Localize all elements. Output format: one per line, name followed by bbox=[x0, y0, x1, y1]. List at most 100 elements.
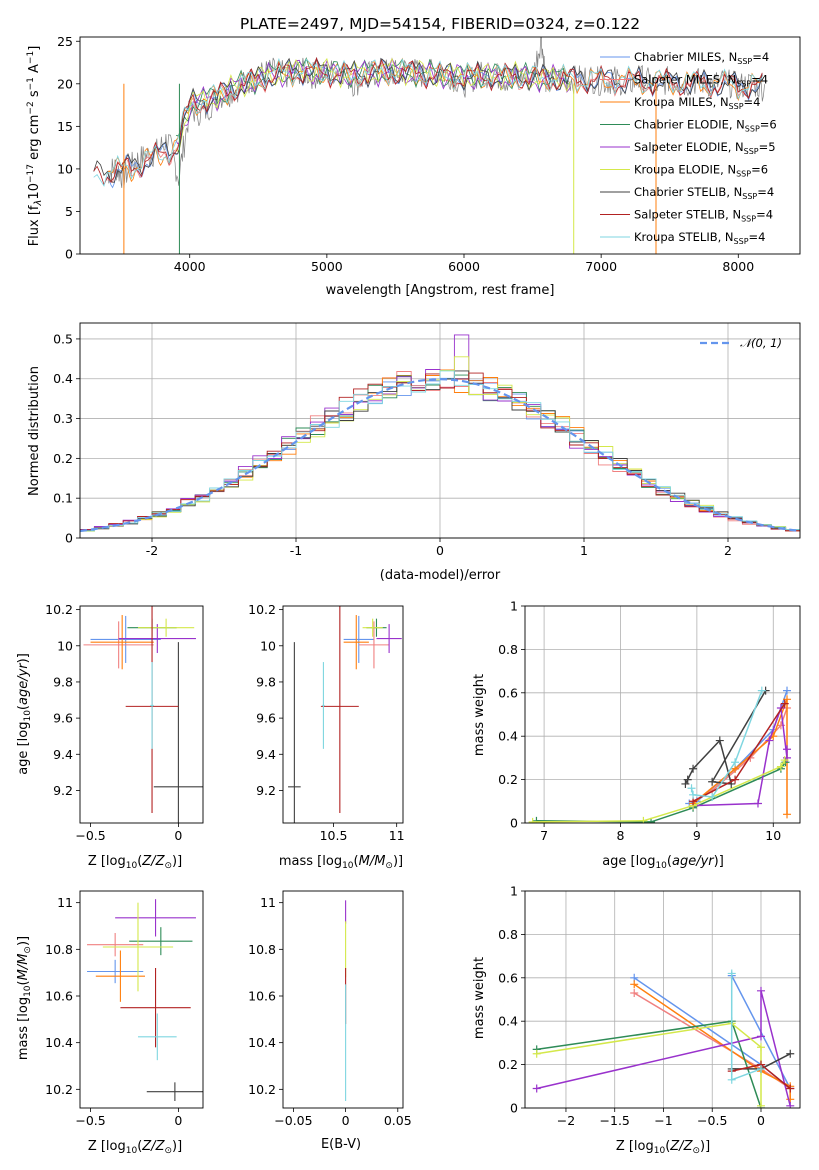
weight-point-marker bbox=[731, 758, 740, 767]
y-tick-label: 0 bbox=[510, 816, 518, 831]
x-tick-label: 10.5 bbox=[320, 828, 348, 843]
age-z-ylabel: age [log10(age/yr)] bbox=[16, 653, 33, 775]
x-tick-label: 4000 bbox=[174, 259, 206, 274]
legend-label: Chabrier STELIB, NSSP=4 bbox=[634, 185, 774, 201]
histogram-xlabel: (data-model)/error bbox=[380, 568, 501, 583]
errorbars bbox=[87, 899, 203, 1101]
y-tick-label: 9.8 bbox=[53, 674, 73, 689]
y-tick-label: 0 bbox=[65, 247, 73, 262]
y-tick-label: 0.8 bbox=[498, 642, 518, 657]
weight-point-marker bbox=[532, 1084, 541, 1093]
y-tick-label: 10 bbox=[57, 638, 73, 653]
x-tick-label: 7 bbox=[540, 828, 548, 843]
weight-point-marker bbox=[689, 790, 698, 799]
x-tick-label: 0.05 bbox=[384, 1113, 412, 1128]
model-spectrum-line bbox=[175, 57, 571, 152]
axes-frame bbox=[79, 890, 204, 1109]
axes-frame bbox=[524, 890, 801, 1109]
weight-point-marker bbox=[753, 799, 762, 808]
residual-histogram-panel: -2 -1 0 1 2 0 0.1 0.2 0.3 0.4 0.5 𝒩(0, 1) bbox=[53, 322, 801, 558]
mass-z-xlabel: Z [log10(Z/Z⊙)] bbox=[88, 1139, 182, 1156]
y-tick-label: 10.2 bbox=[248, 1082, 276, 1097]
y-tick-label: 5 bbox=[65, 204, 73, 219]
x-tick-label: 2 bbox=[724, 543, 732, 558]
axes-frame bbox=[79, 36, 801, 255]
axes-frame bbox=[524, 605, 801, 824]
y-tick-label: 10.4 bbox=[248, 1035, 276, 1050]
y-tick-label: 0.5 bbox=[53, 331, 73, 346]
weight-series-line bbox=[684, 690, 767, 785]
weight-point-marker bbox=[689, 764, 698, 773]
x-tick-label: −0.5 bbox=[75, 1113, 105, 1128]
legend-label: Kroupa STELIB, NSSP=4 bbox=[634, 230, 765, 246]
weight-point-marker bbox=[783, 695, 792, 704]
x-tick-label: 0 bbox=[342, 1113, 350, 1128]
spectrum-lines bbox=[93, 37, 765, 254]
weight-lines bbox=[532, 969, 795, 1108]
weight-series-line bbox=[532, 759, 786, 823]
y-tick-label: 10.8 bbox=[248, 942, 276, 957]
weight-point-marker bbox=[776, 762, 785, 771]
model-spectrum-line bbox=[93, 56, 763, 186]
weight-z-xlabel: Z [log10(Z/Z⊙)] bbox=[616, 1139, 710, 1156]
weight-point-marker bbox=[783, 745, 792, 754]
weight-point-marker bbox=[727, 1075, 736, 1084]
y-tick-label: 9.2 bbox=[53, 783, 73, 798]
y-tick-label: 9.4 bbox=[53, 747, 73, 762]
weight-series-line bbox=[633, 983, 791, 1100]
y-tick-label: 0.2 bbox=[498, 1057, 518, 1072]
weight-point-marker bbox=[708, 777, 717, 786]
weight-point-marker bbox=[756, 1064, 765, 1073]
y-tick-label: 0 bbox=[510, 1101, 518, 1116]
weight-point-marker bbox=[757, 686, 766, 695]
legend-label: Salpeter MILES, NSSP=4 bbox=[634, 73, 768, 89]
weight-point-marker bbox=[639, 816, 648, 823]
spectrum-title: PLATE=2497, MJD=54154, FIBERID=0324, z=0… bbox=[240, 15, 640, 33]
weight-series-line bbox=[536, 761, 787, 823]
y-tick-label: 0.6 bbox=[498, 970, 518, 985]
histogram-ylabel: Normed distribution bbox=[27, 366, 42, 496]
weight-point-marker bbox=[765, 736, 774, 745]
weight-point-marker bbox=[780, 699, 789, 708]
weight-point-marker bbox=[756, 1032, 765, 1041]
weight-point-marker bbox=[715, 736, 724, 745]
errorbars bbox=[288, 606, 402, 823]
y-tick-label: 0.1 bbox=[53, 491, 73, 506]
weight-series-line bbox=[536, 1022, 762, 1106]
mass-weight-vs-metallicity-panel: −2 −1.5 −1 −0.5 0 0 0.2 0.4 0.6 0.8 1 bbox=[498, 884, 801, 1128]
x-tick-label: −0.5 bbox=[75, 828, 105, 843]
y-tick-label: 1 bbox=[510, 599, 518, 614]
legend-label: Kroupa MILES, NSSP=4 bbox=[634, 95, 760, 111]
x-tick-label: 9 bbox=[693, 828, 701, 843]
y-tick-label: 9.2 bbox=[256, 783, 276, 798]
x-tick-label: 7000 bbox=[585, 259, 617, 274]
age-vs-metallicity-panel: −0.5 0 9.2 9.4 9.6 9.8 10 10.2 bbox=[45, 602, 204, 843]
weight-point-marker bbox=[783, 686, 792, 695]
weight-age-xlabel: age [log10(age/yr)] bbox=[602, 854, 724, 871]
x-tick-label: -2 bbox=[146, 543, 158, 558]
y-tick-label: 10.2 bbox=[45, 602, 73, 617]
x-tick-label: 0 bbox=[174, 1113, 182, 1128]
age-z-xlabel: Z [log10(Z/Z⊙)] bbox=[88, 854, 182, 871]
weight-point-marker bbox=[532, 816, 541, 823]
x-tick-label: 0 bbox=[174, 828, 182, 843]
weight-point-marker bbox=[630, 980, 639, 989]
y-tick-label: 0 bbox=[65, 531, 73, 546]
y-tick-label: 0.8 bbox=[498, 927, 518, 942]
model-spectrum-line bbox=[93, 57, 763, 187]
legend-label: 𝒩(0, 1) bbox=[740, 336, 782, 350]
x-tick-label: 11 bbox=[389, 828, 405, 843]
legend-label: Salpeter ELODIE, NSSP=5 bbox=[634, 140, 776, 156]
x-tick-label: -1 bbox=[290, 543, 302, 558]
legend-label: Kroupa ELODIE, NSSP=6 bbox=[634, 163, 768, 179]
weight-point-marker bbox=[756, 1043, 765, 1052]
y-tick-label: 0.3 bbox=[53, 411, 73, 426]
y-tick-label: 9.4 bbox=[256, 747, 276, 762]
y-tick-label: 0.2 bbox=[498, 772, 518, 787]
y-tick-label: 0.6 bbox=[498, 685, 518, 700]
model-spectrum-line bbox=[93, 57, 763, 183]
weight-point-marker bbox=[780, 756, 789, 765]
y-tick-label: 10.2 bbox=[45, 1082, 73, 1097]
mass-vs-metallicity-panel: −0.5 0 10.2 10.4 10.6 10.8 11 bbox=[45, 890, 204, 1128]
y-tick-label: 11 bbox=[57, 895, 73, 910]
